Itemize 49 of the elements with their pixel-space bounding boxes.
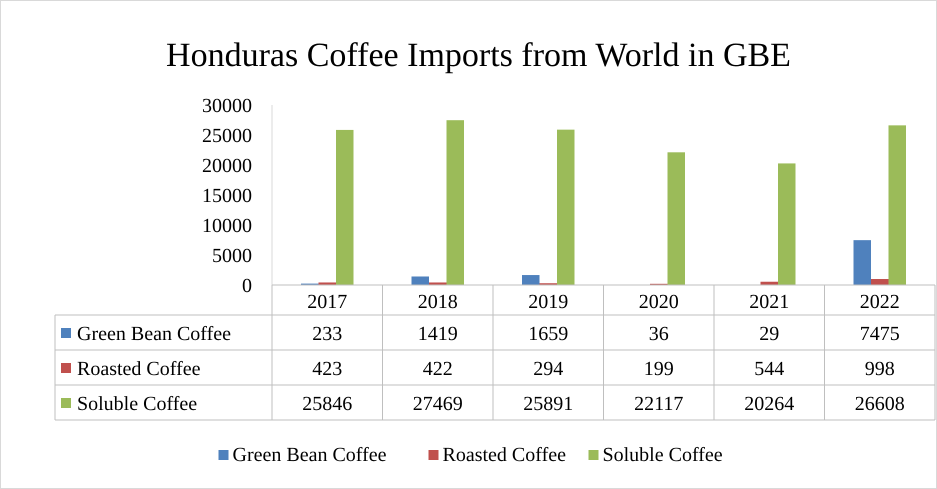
data-label: 422: [422, 358, 453, 380]
data-label: 1659: [528, 323, 568, 345]
text: Roasted Coffee: [442, 444, 566, 466]
x-tick-label: 2019: [528, 291, 568, 313]
bar: [336, 130, 354, 285]
data-label: 26608: [854, 393, 905, 415]
bar: [888, 125, 906, 285]
y-tick-label: 15000: [202, 185, 252, 207]
data-label: 22117: [634, 393, 684, 415]
data-label: 998: [864, 358, 895, 380]
y-tick-label: 20000: [202, 155, 252, 177]
bar: [522, 275, 540, 285]
bar: [778, 163, 796, 285]
data-label: 25891: [523, 393, 574, 415]
chart-title: Honduras Coffee Imports from World in GBE: [166, 37, 791, 74]
y-tick-label: 0: [242, 275, 252, 297]
data-label: 544: [754, 358, 784, 380]
data-label: 7475: [860, 323, 900, 345]
y-tick-label: 30000: [202, 95, 252, 117]
bar: [871, 279, 888, 285]
x-tick-label: 2021: [749, 291, 790, 313]
bar: [760, 282, 778, 285]
bar: [412, 276, 429, 285]
bar: [557, 130, 574, 285]
data-label: 25846: [302, 393, 352, 415]
y-tick-label: 10000: [202, 215, 252, 237]
x-tick-label: 2022: [860, 291, 900, 313]
data-label: 29: [759, 323, 780, 345]
text: Soluble Coffee: [77, 393, 198, 415]
data-label: 27469: [412, 393, 463, 415]
data-label: 20264: [744, 393, 794, 415]
x-tick-label: 2020: [638, 291, 679, 313]
data-label: 294: [533, 358, 564, 380]
y-tick-label: 25000: [202, 125, 252, 147]
data-label: 233: [312, 323, 342, 345]
y-tick-label: 5000: [212, 245, 252, 267]
legend-label: Soluble Coffee: [602, 444, 723, 466]
legend-label: Roasted Coffee: [77, 358, 201, 380]
bar: [668, 152, 685, 285]
data-label: 1419: [418, 323, 458, 345]
x-tick-label: 2018: [418, 291, 458, 313]
legend-label: Green Bean Coffee: [77, 323, 232, 345]
data-label: 36: [648, 323, 669, 345]
data-label: 199: [644, 358, 674, 380]
x-tick-label: 2017: [307, 291, 348, 313]
data-label: 423: [312, 358, 342, 380]
bar: [446, 120, 464, 285]
text: Green Bean Coffee: [232, 444, 387, 466]
bar: [854, 240, 871, 285]
